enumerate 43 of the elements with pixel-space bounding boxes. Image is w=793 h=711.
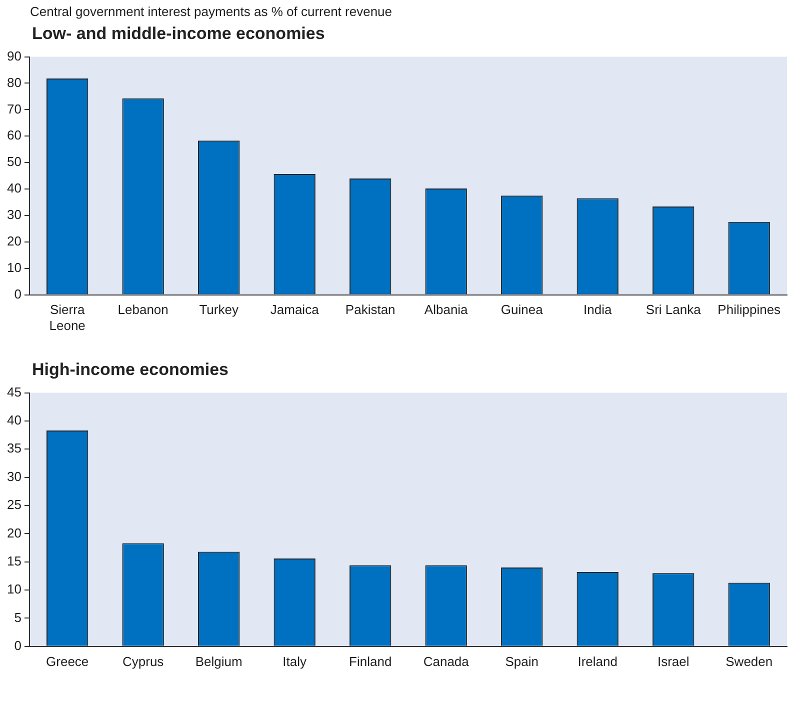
y-tick-label: 35 xyxy=(6,440,22,456)
y-tick-label: 20 xyxy=(6,525,22,540)
x-tick-label: Belgium xyxy=(195,654,242,669)
chart-title: Low- and middle-income economies xyxy=(31,24,326,45)
x-tick-label: India xyxy=(584,302,612,318)
y-tick-label: 80 xyxy=(6,74,22,90)
y-tick-label: 30 xyxy=(6,207,22,222)
x-tick-label: Philippines xyxy=(718,302,782,318)
x-tick-label: Finland xyxy=(349,654,392,669)
x-tick-label: Cyprus xyxy=(122,654,164,669)
y-tick-label: 25 xyxy=(6,497,22,512)
x-tick-label: Italy xyxy=(282,654,308,669)
x-tick-label: Spain xyxy=(505,654,538,669)
y-tick-label: 20 xyxy=(6,233,22,248)
y-tick-label: 15 xyxy=(6,553,22,568)
x-tick-label: Sierra Leone xyxy=(49,302,86,333)
y-tick-label: 5 xyxy=(14,610,22,625)
y-tick-label: 40 xyxy=(6,412,22,428)
y-tick-label: 10 xyxy=(6,260,22,275)
x-tick-label: Pakistan xyxy=(345,302,396,318)
y-tick-label: 0 xyxy=(14,638,22,653)
y-tick-label: 45 xyxy=(6,384,22,400)
x-tick-label: Guinea xyxy=(500,302,544,318)
x-tick-label: Israel xyxy=(657,654,690,669)
x-tick-label: Sri Lanka xyxy=(646,302,702,318)
y-tick-label: 30 xyxy=(6,468,22,484)
y-tick-label: 70 xyxy=(6,101,22,116)
x-tick-label: Canada xyxy=(423,654,470,669)
y-tick-label: 90 xyxy=(6,48,22,64)
x-tick-label: Albania xyxy=(424,302,469,318)
y-tick-label: 10 xyxy=(6,582,22,597)
y-tick-label: 0 xyxy=(14,286,22,302)
x-tick-label: Ireland xyxy=(578,654,618,669)
chart-title: High-income economies xyxy=(31,360,230,381)
x-tick-label: Greece xyxy=(46,654,89,669)
text: Central government interest payments as % of current revenue xyxy=(29,4,394,21)
x-tick-label: Sweden xyxy=(726,654,773,669)
x-tick-label: Jamaica xyxy=(270,302,320,318)
y-tick-label: 40 xyxy=(6,180,22,196)
x-tick-label: Turkey xyxy=(199,302,239,318)
y-tick-label: 60 xyxy=(6,128,22,143)
y-tick-label: 50 xyxy=(6,154,22,170)
x-tick-label: Lebanon xyxy=(118,302,168,318)
